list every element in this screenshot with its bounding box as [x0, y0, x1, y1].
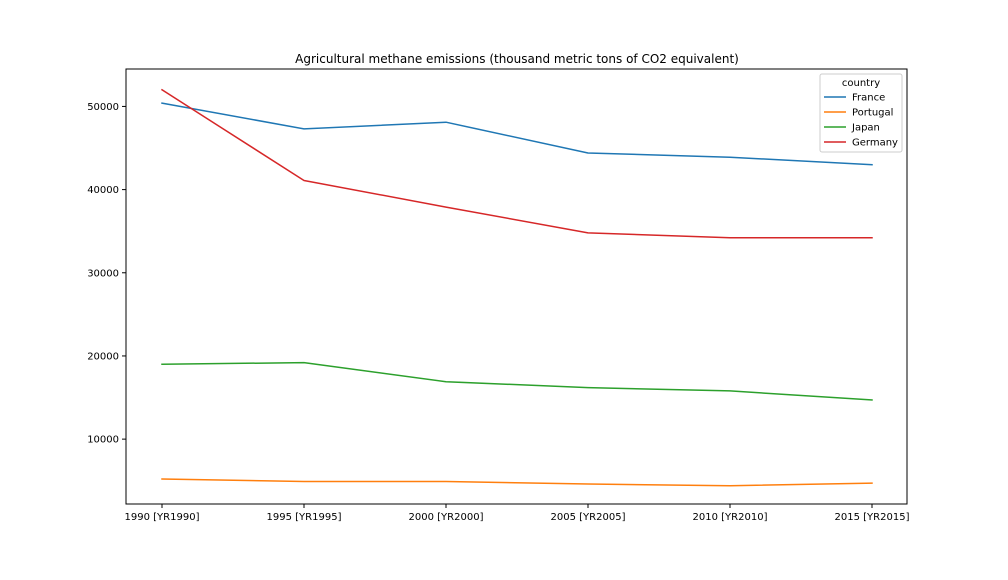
legend-entry: Portugal [852, 108, 893, 119]
legend: country France Portugal Japan Germany [819, 73, 903, 153]
legend-box [819, 73, 903, 153]
y-axis: 10000 20000 30000 40000 50000 [87, 102, 126, 446]
x-tick-label: 2010 [YR2010] [693, 512, 768, 523]
series-line-france [161, 102, 873, 166]
x-tick-label: 1995 [YR1995] [267, 512, 342, 523]
legend-title: country [842, 78, 880, 89]
series-layer [160, 88, 873, 487]
x-tick-label: 2005 [YR2005] [551, 512, 626, 523]
chart-title: Agricultural methane emissions (thousand… [295, 52, 739, 66]
legend-entry: France [852, 93, 885, 104]
y-tick-label: 40000 [87, 185, 119, 196]
legend-entry: Japan [851, 123, 880, 134]
y-tick-label: 50000 [87, 102, 119, 113]
series-line-portugal [161, 478, 873, 487]
series-line-japan [161, 361, 873, 401]
y-tick-label: 10000 [87, 435, 119, 446]
series-line-germany [160, 88, 873, 239]
legend-entry: Germany [852, 138, 898, 149]
x-tick-label: 2000 [YR2000] [409, 512, 484, 523]
y-tick-label: 30000 [87, 268, 119, 279]
y-tick-label: 20000 [87, 351, 119, 362]
x-tick-label: 2015 [YR2015] [835, 512, 910, 523]
x-tick-label: 1990 [YR1990] [125, 512, 200, 523]
x-axis: 1990 [YR1990] 1995 [YR1995] 2000 [YR2000] 2… [125, 504, 910, 523]
plot-area-frame [125, 68, 908, 505]
